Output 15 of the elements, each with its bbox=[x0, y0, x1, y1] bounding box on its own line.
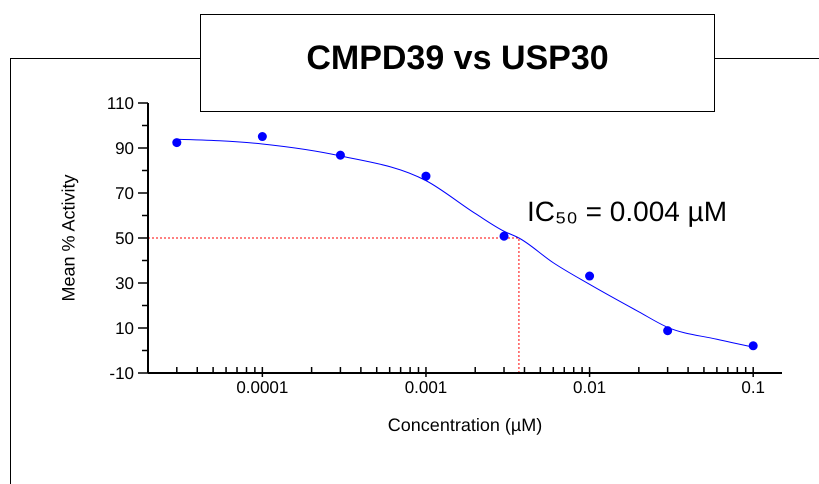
x-tick-label: 0.1 bbox=[741, 378, 766, 397]
annotation: IC₅₀ = 0.004 µM bbox=[527, 196, 728, 228]
y-tick-label: 110 bbox=[106, 94, 134, 113]
x-axis-title: Concentration (µM) bbox=[388, 415, 542, 435]
y-tick-label: 90 bbox=[115, 139, 134, 158]
y-tick-label: -10 bbox=[109, 364, 134, 383]
y-tick-label: 30 bbox=[115, 274, 134, 293]
x-tick-label: 0.001 bbox=[404, 378, 448, 397]
y-axis-title: Mean % Activity bbox=[58, 174, 78, 302]
x-tick-label: 0.01 bbox=[573, 378, 606, 397]
chart-title: CMPD39 vs USP30 bbox=[305, 38, 610, 78]
y-tick-label: 10 bbox=[115, 319, 134, 338]
y-tick-label: 70 bbox=[115, 184, 134, 203]
y-tick-label: 50 bbox=[115, 229, 134, 248]
x-tick-label: 0.0001 bbox=[236, 378, 288, 397]
